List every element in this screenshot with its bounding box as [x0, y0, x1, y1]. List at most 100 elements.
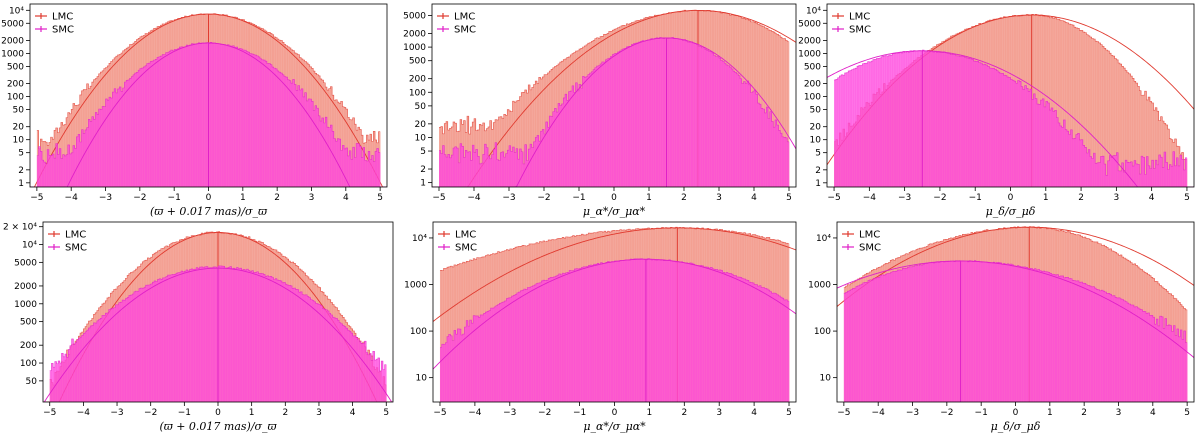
histogram-bin [205, 43, 208, 187]
histogram-bin [1151, 315, 1154, 402]
histogram-bin [607, 58, 610, 187]
histogram-bin [979, 261, 982, 402]
histogram-bin [1060, 275, 1063, 402]
histogram-bin [640, 258, 643, 402]
y-tick-label: 200 [409, 75, 426, 85]
histogram-bin [128, 295, 131, 402]
histogram-bin [989, 262, 992, 402]
histogram-bin [745, 83, 748, 187]
histogram-bin [479, 163, 482, 187]
histogram-bin [780, 133, 783, 187]
y-tick-label: 200 [7, 80, 24, 90]
histogram-bin [276, 280, 279, 402]
histogram-bin [1149, 101, 1152, 187]
histogram-bin [463, 120, 466, 187]
smc-histogram [439, 37, 790, 187]
histogram-bin [874, 278, 877, 402]
histogram-bin [724, 63, 727, 187]
histogram-bin [713, 55, 716, 187]
histogram-bin [715, 56, 718, 187]
histogram-bin [505, 153, 508, 187]
histogram-bin [1163, 328, 1166, 402]
histogram-bin [1054, 274, 1057, 402]
histogram-bin [1001, 264, 1004, 402]
histogram-bin [1157, 325, 1160, 402]
histogram-bin [974, 260, 977, 402]
histogram-bin [747, 80, 750, 187]
histogram-bin [533, 84, 536, 187]
histogram-bin [899, 52, 902, 187]
histogram-bin [134, 73, 137, 187]
histogram-bin [885, 55, 888, 187]
histogram-bin [72, 145, 75, 187]
histogram-bin [1042, 271, 1045, 402]
histogram-bin [1180, 329, 1183, 402]
y-tick-label: 1000 [798, 49, 821, 59]
histogram-bin [519, 148, 522, 187]
histogram-bin [453, 330, 456, 402]
histogram-bin [233, 268, 236, 402]
plot-area [837, 226, 1194, 402]
histogram-bin [589, 73, 592, 187]
histogram-bin [509, 297, 512, 402]
histogram-bin [100, 109, 103, 187]
histogram-bin [145, 285, 148, 402]
histogram-bin [586, 76, 589, 187]
histogram-bin [517, 159, 520, 187]
histogram-bin [545, 121, 548, 187]
histogram-bin [787, 41, 790, 187]
histogram-bin [1091, 286, 1094, 402]
histogram-bin [893, 271, 896, 402]
histogram-bin [55, 143, 58, 187]
histogram-bin [1051, 107, 1054, 187]
histogram-bin [470, 126, 473, 187]
histogram-bin [656, 260, 659, 402]
histogram-bin [1026, 88, 1029, 187]
histogram-bin [191, 43, 194, 187]
histogram-bin [769, 30, 772, 187]
histogram-bin [1164, 318, 1167, 402]
histogram-bin [658, 259, 661, 402]
histogram-bin [778, 35, 781, 187]
histogram-bin [112, 92, 115, 187]
histogram-bin [230, 46, 233, 187]
histogram-bin [677, 38, 680, 187]
histogram-bin [652, 38, 655, 187]
histogram-bin [62, 154, 65, 187]
histogram-bin [604, 263, 607, 402]
histogram-bin [488, 310, 491, 402]
histogram-bin [81, 129, 84, 187]
histogram-bin [1042, 98, 1045, 187]
histogram-bin [235, 47, 238, 187]
histogram-bin [282, 74, 285, 187]
histogram-bin [199, 267, 202, 402]
histogram-bin [98, 109, 101, 187]
histogram-bin [218, 265, 220, 402]
histogram-bin [1001, 73, 1004, 187]
histogram-bin [197, 268, 200, 402]
histogram-bin [194, 44, 197, 187]
histogram-bin [654, 260, 657, 402]
histogram-bin [929, 262, 932, 402]
histogram-bin [172, 50, 175, 187]
histogram-bin [126, 80, 129, 187]
histogram-bin [273, 279, 276, 402]
histogram-bin [1077, 28, 1080, 187]
histogram-bin [644, 259, 647, 402]
histogram-bin [127, 79, 130, 187]
histogram-bin [1123, 300, 1126, 402]
histogram-bin [955, 55, 958, 187]
histogram-bin [54, 361, 57, 402]
histogram-bin [1130, 161, 1133, 187]
histogram-bin [673, 38, 676, 187]
histogram-bin [450, 266, 453, 402]
histogram-bin [775, 33, 778, 187]
histogram-bin [1123, 68, 1126, 187]
x-tick-label: 2 [681, 408, 687, 418]
histogram-bin [179, 272, 182, 402]
histogram-bin [999, 73, 1002, 187]
histogram-bin [241, 269, 244, 402]
histogram-bin [354, 335, 357, 402]
histogram-bin [972, 261, 975, 402]
